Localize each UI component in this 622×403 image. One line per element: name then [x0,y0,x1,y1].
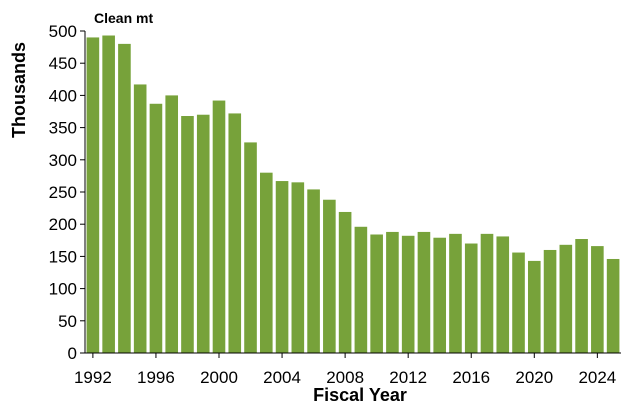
y-tick-label-250: 250 [49,183,77,202]
bar-2018 [496,236,510,353]
x-tick-label-2008: 2008 [326,368,364,387]
y-tick-label-450: 450 [49,54,77,73]
bar-2015 [449,233,462,353]
bar-2003 [259,172,273,353]
y-tick-label-350: 350 [49,119,77,138]
x-tick-label-1992: 1992 [74,368,112,387]
bar-2024 [591,246,604,353]
bar-1995 [133,84,147,353]
bar-1997 [165,95,179,354]
bar-2012 [401,235,415,353]
bar-2023 [575,239,588,353]
bar-2007 [323,199,336,353]
x-tick-label-2000: 2000 [200,368,238,387]
x-tick-label-1996: 1996 [137,368,175,387]
bar-1994 [118,43,131,353]
x-tick-label-2020: 2020 [515,368,553,387]
bar-2001 [228,113,242,354]
y-ticks-group: 0 50 100 150 200 250 300 350 400 450 500 [49,22,85,363]
bar-2019 [512,252,525,353]
x-ticks-group: 1992 1996 2000 2004 2008 2012 2016 2020 2024 [74,353,616,387]
bar-2009 [354,226,368,353]
bar-2025 [606,258,620,353]
bar-1993 [102,35,115,353]
x-tick-label-2004: 2004 [263,368,301,387]
x-axis-title: Fiscal Year [313,385,407,403]
bar-1998 [181,116,194,353]
bar-2017 [480,233,494,353]
x-tick-label-2012: 2012 [389,368,427,387]
y-tick-label-100: 100 [49,280,77,299]
bar-1992 [86,37,100,353]
bar-2014 [433,237,447,353]
bar-2011 [386,231,399,353]
bar-2013 [417,231,431,353]
y-tick-label-300: 300 [49,151,77,170]
bar-2016 [464,243,478,353]
bar-2008 [338,211,352,353]
bar-2022 [559,244,573,353]
y-axis-title: Thousands [9,42,29,138]
y-tick-label-150: 150 [49,247,77,266]
y-tick-label-50: 50 [58,312,77,331]
bar-2010 [370,234,383,353]
y-tick-label-200: 200 [49,215,77,234]
y-tick-label-500: 500 [49,22,77,41]
bar-1996 [149,103,163,354]
x-tick-label-2024: 2024 [578,368,616,387]
bar-2000 [212,100,226,353]
unit-note: Clean mt [94,10,153,26]
y-tick-label-400: 400 [49,86,77,105]
bar-1999 [196,114,210,353]
y-tick-label-0: 0 [68,344,77,363]
x-tick-label-2016: 2016 [452,368,490,387]
bars-group [86,35,620,354]
bar-2021 [543,249,557,353]
bar-2006 [307,189,320,353]
bar-2002 [244,142,257,353]
bar-2005 [291,182,305,353]
bar-2004 [275,181,289,353]
bar-2020 [527,260,541,353]
